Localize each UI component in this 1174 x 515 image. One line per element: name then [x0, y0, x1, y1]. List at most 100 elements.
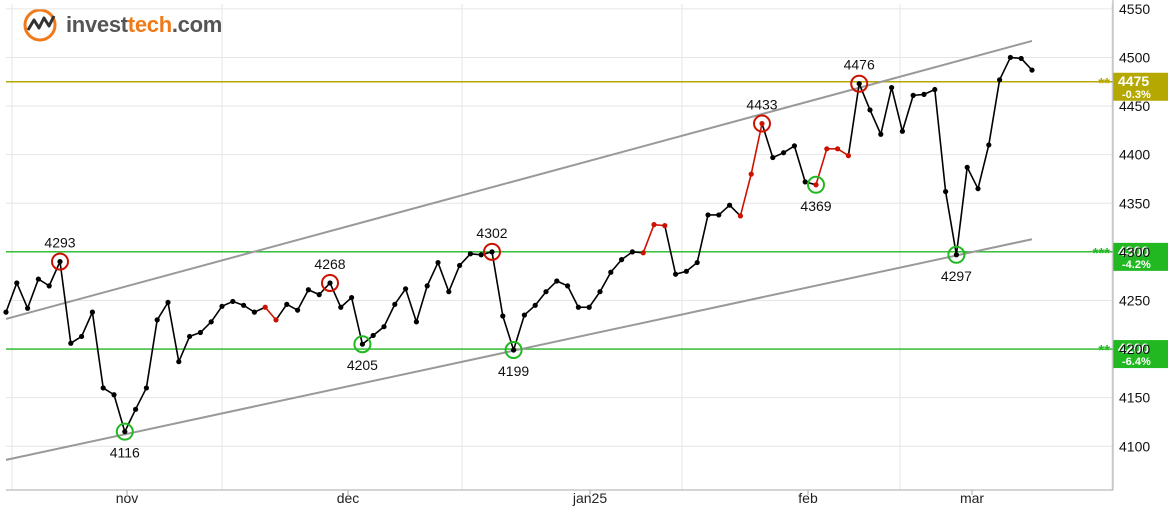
price-point	[889, 84, 895, 91]
price-point	[338, 304, 344, 310]
price-point	[46, 283, 52, 289]
price-point	[781, 150, 787, 156]
price-point	[791, 143, 798, 149]
price-segment	[134, 387, 148, 410]
price-segment	[437, 262, 450, 292]
y-tick-label: 4200	[1119, 341, 1150, 357]
price-point	[716, 212, 722, 218]
price-segment	[5, 282, 18, 313]
investtech-logo: investtech.com	[20, 6, 222, 44]
peak-high-circle	[753, 114, 771, 133]
price-segment	[944, 191, 958, 255]
price-point	[154, 317, 160, 323]
price-segment	[491, 251, 504, 317]
peak-value-label: 4369	[800, 198, 831, 214]
price-point	[111, 392, 117, 398]
price-segment	[739, 173, 752, 217]
price-point	[370, 332, 376, 339]
price-segment	[847, 83, 860, 156]
price-point	[748, 171, 754, 177]
price-segment	[91, 312, 104, 389]
peak-value-label: 4205	[347, 357, 378, 373]
price-segment	[610, 259, 623, 273]
price-segment	[988, 79, 1001, 146]
price-point	[1029, 67, 1035, 73]
price-point	[57, 258, 63, 265]
price-segment	[178, 336, 191, 363]
price-point	[737, 213, 744, 219]
peak-high-circle	[51, 252, 69, 271]
price-segment	[890, 87, 904, 132]
price-point	[856, 81, 862, 87]
price-segment	[599, 271, 612, 293]
price-segment	[869, 109, 882, 135]
price-point	[986, 142, 992, 148]
price-point	[381, 324, 387, 330]
price-point	[662, 223, 668, 229]
price-point	[932, 86, 938, 93]
trend-line	[5, 39, 1033, 320]
price-segment	[383, 303, 396, 328]
price-point	[651, 222, 657, 228]
price-segment	[858, 83, 871, 111]
y-tick-label: 4400	[1119, 147, 1150, 163]
price-segment	[415, 285, 428, 323]
price-point	[316, 292, 322, 298]
price-point	[629, 249, 636, 255]
extreme-point-markers: 4293 4116 4268 4205 4302 4199 4433 4369 4476 4297	[44, 57, 972, 461]
price-point	[89, 309, 95, 315]
price-segment	[534, 291, 547, 306]
logo-text: investtech.com	[66, 12, 222, 38]
y-tick-label: 4500	[1119, 49, 1150, 65]
price-point	[510, 347, 517, 353]
price-point	[197, 329, 203, 336]
price-point	[878, 131, 884, 137]
level-value-label: 4300	[1118, 243, 1149, 259]
peak-high-circle	[321, 273, 339, 292]
price-point	[251, 309, 257, 315]
logo-text-suffix: .com	[171, 12, 222, 37]
price-point	[208, 319, 214, 325]
price-point	[446, 289, 452, 295]
x-tick-label: feb	[798, 490, 818, 506]
price-segment	[59, 261, 72, 344]
price-segment	[404, 288, 418, 323]
x-tick-label: jan25	[572, 490, 607, 506]
price-point	[835, 146, 841, 152]
price-segment	[167, 302, 180, 362]
price-point	[230, 298, 236, 305]
price-point	[770, 154, 776, 161]
price-series	[3, 54, 1035, 435]
price-point	[79, 333, 85, 340]
level-value-label: 4200	[1118, 340, 1149, 356]
price-point	[543, 289, 549, 295]
level-strength-stars: **	[1098, 75, 1110, 92]
price-point	[295, 307, 301, 313]
price-segment	[901, 95, 914, 132]
price-segment	[955, 167, 968, 255]
price-point	[478, 252, 484, 258]
price-point	[867, 107, 873, 113]
price-segment	[815, 148, 828, 186]
price-segment	[459, 253, 471, 267]
price-point	[457, 262, 463, 269]
price-point	[1007, 54, 1014, 61]
trend-channel	[5, 39, 1033, 461]
price-point	[359, 341, 365, 347]
price-point	[910, 92, 916, 98]
price-point	[597, 289, 603, 295]
price-point	[802, 179, 808, 185]
peak-low-circle	[947, 245, 966, 264]
peak-value-label: 4476	[844, 57, 875, 73]
peak-low-circle	[504, 341, 523, 360]
y-tick-label: 4450	[1119, 98, 1150, 114]
price-point	[14, 280, 20, 286]
level-pct-label: -6.4%	[1122, 356, 1151, 368]
peak-low-circle	[353, 335, 372, 354]
price-point	[694, 259, 700, 266]
price-point	[35, 276, 42, 282]
y-tick-label: 4300	[1119, 244, 1150, 260]
price-point	[327, 280, 333, 286]
price-segment	[566, 285, 580, 308]
